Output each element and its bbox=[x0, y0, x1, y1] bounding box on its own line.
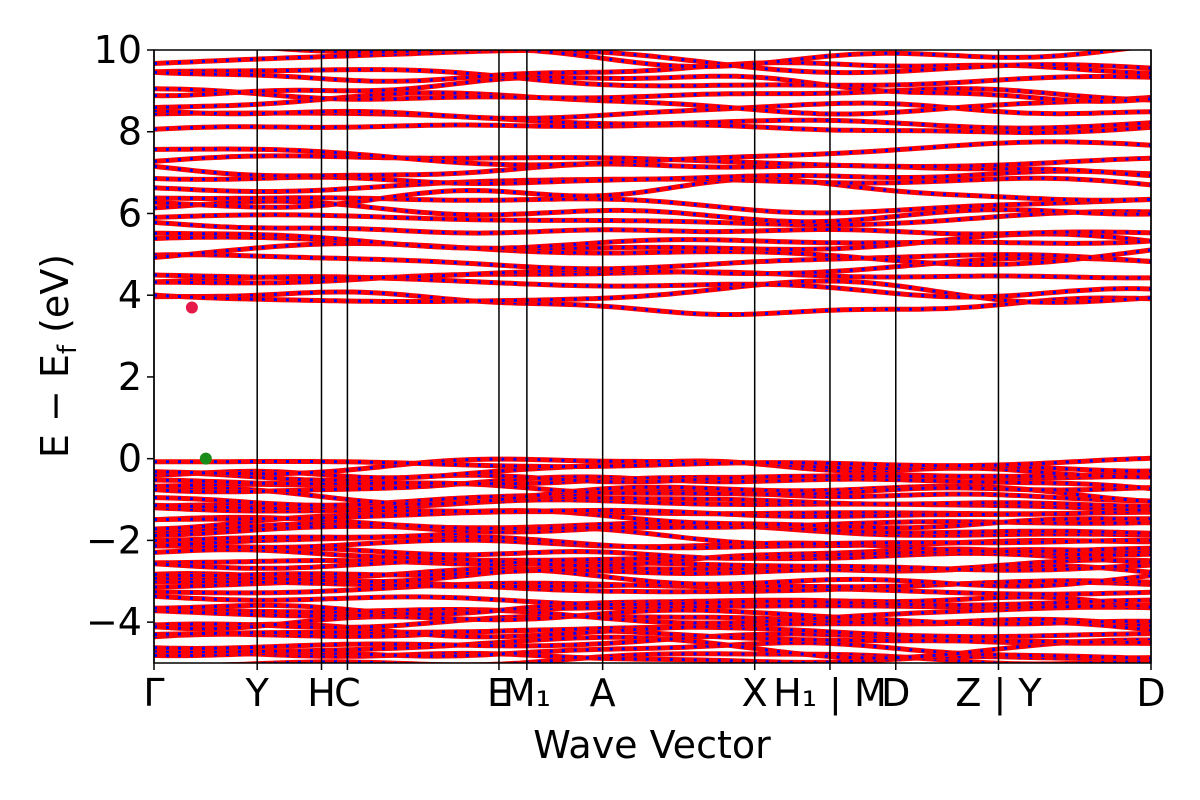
band-line-spin-up bbox=[154, 520, 1151, 539]
x-tick-label: M₁ bbox=[503, 671, 551, 715]
band-line-spin-up bbox=[154, 50, 1151, 76]
band-line-spin-up bbox=[154, 252, 1151, 272]
band-line-spin-up bbox=[154, 289, 1151, 317]
y-label-unit: (eV) bbox=[33, 254, 77, 345]
x-tick-label: H₁ | M bbox=[773, 671, 887, 716]
y-tick-label: −4 bbox=[86, 600, 142, 644]
x-tick-label: H bbox=[307, 671, 336, 715]
band-line-spin-up bbox=[154, 195, 1151, 216]
band-line-spin-up bbox=[154, 566, 1151, 589]
x-tick-label: D bbox=[1136, 671, 1165, 715]
band-line-spin-up bbox=[154, 604, 1151, 626]
band-line-spin-up bbox=[154, 230, 1151, 251]
cbm-marker bbox=[185, 301, 198, 314]
band-line-spin-up bbox=[154, 209, 1151, 228]
y-axis-ticks: −4 −2 0 2 4 6 8 10 bbox=[86, 28, 154, 644]
y-tick-label: 0 bbox=[118, 437, 142, 481]
band-line-spin-up bbox=[154, 161, 1151, 179]
band-line-spin-up bbox=[154, 494, 1151, 511]
y-tick-label: 10 bbox=[94, 28, 142, 72]
band-line-spin-up bbox=[154, 505, 1151, 519]
x-tick-label: D bbox=[881, 671, 910, 715]
band-line-spin-up bbox=[261, 50, 1136, 70]
band-line-spin-up bbox=[154, 139, 1151, 168]
y-label-sub: f bbox=[53, 344, 83, 354]
y-tick-label: 6 bbox=[118, 191, 142, 235]
x-tick-label: Y bbox=[245, 671, 270, 715]
x-tick-label: Z | Y bbox=[955, 671, 1042, 716]
band-line-spin-up bbox=[154, 627, 1151, 646]
y-tick-label: 8 bbox=[118, 110, 142, 154]
band-line-spin-up bbox=[154, 255, 1151, 281]
band-line-spin-up bbox=[154, 468, 1151, 485]
band-line-spin-up bbox=[154, 100, 1151, 121]
x-tick-label: A bbox=[590, 671, 616, 715]
band-line-spin-down bbox=[154, 456, 1151, 469]
band-line-spin-up bbox=[154, 67, 1151, 89]
band-line-spin-up bbox=[154, 607, 1151, 632]
y-tick-label: −2 bbox=[86, 518, 142, 562]
band-line-spin-up bbox=[154, 557, 1151, 578]
extrema-markers bbox=[185, 301, 212, 465]
band-line-spin-down bbox=[154, 559, 1151, 572]
band-line-spin-up bbox=[154, 241, 1151, 267]
x-tick-label: Γ bbox=[143, 671, 164, 715]
band-line-spin-up bbox=[154, 86, 1151, 103]
band-line-spin-up bbox=[154, 176, 1151, 210]
band-line-spin-up bbox=[154, 613, 1151, 630]
band-line-spin-down bbox=[154, 579, 1151, 589]
x-tick-label: E bbox=[487, 671, 511, 715]
band-line-spin-up bbox=[154, 219, 1151, 237]
x-axis-label: Wave Vector bbox=[533, 723, 771, 767]
y-tick-label: 4 bbox=[118, 273, 142, 317]
band-line-spin-up bbox=[154, 198, 1151, 225]
band-line-spin-up bbox=[154, 73, 1151, 104]
y-tick-label: 2 bbox=[118, 355, 142, 399]
plot-frame bbox=[153, 49, 1152, 664]
vbm-marker bbox=[199, 452, 212, 465]
band-line-spin-up bbox=[154, 525, 1151, 547]
band-line-spin-up bbox=[154, 593, 1151, 608]
x-tick-label: C bbox=[334, 671, 361, 715]
y-label-main: E − E bbox=[33, 354, 77, 458]
x-tick-label: X bbox=[742, 671, 768, 715]
band-lines bbox=[154, 50, 1151, 663]
y-axis-label: E − Ef (eV) bbox=[33, 254, 83, 458]
